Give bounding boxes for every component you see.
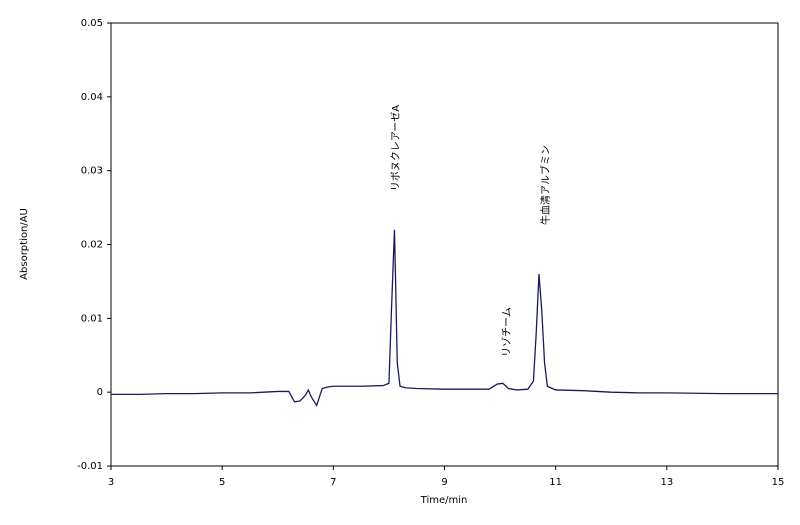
x-tick-label: 13 xyxy=(660,477,673,488)
line-series xyxy=(111,229,778,407)
x-tick-label: 3 xyxy=(108,477,114,488)
peak-annotation: 牛血清アルブミン xyxy=(539,145,552,225)
x-tick-label: 11 xyxy=(549,477,562,488)
y-tick-label: 0.04 xyxy=(81,92,103,103)
y-tick-label: 0.02 xyxy=(81,240,103,251)
y-axis-label: Absorption/AU xyxy=(19,208,30,280)
x-tick-label: 9 xyxy=(441,477,447,488)
y-tick-label: -0.01 xyxy=(77,461,103,472)
x-tick-label: 5 xyxy=(219,477,225,488)
y-tick-label: 0.03 xyxy=(81,166,103,177)
y-tick-label: 0.05 xyxy=(81,18,103,29)
y-tick-label: 0.01 xyxy=(81,313,103,324)
plot-frame xyxy=(110,22,779,467)
x-tick-label: 15 xyxy=(772,477,785,488)
peak-annotation: リボヌクレアーゼA xyxy=(390,105,402,191)
x-axis-label: Time/min xyxy=(420,495,468,506)
y-tick-label: 0 xyxy=(97,387,103,398)
x-tick-label: 7 xyxy=(330,477,336,488)
peak-annotation: リゾチーム xyxy=(501,307,513,357)
